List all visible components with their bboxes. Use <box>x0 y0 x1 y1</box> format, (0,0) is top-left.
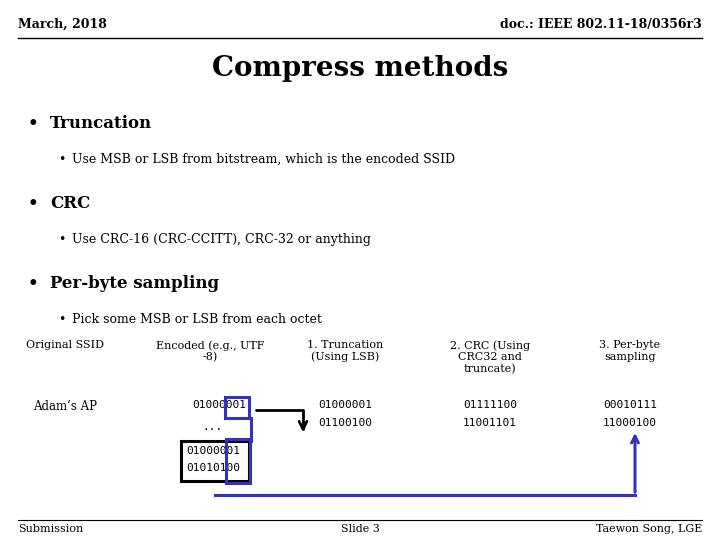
Text: •: • <box>28 275 39 292</box>
Text: CRC: CRC <box>50 195 90 212</box>
Text: 1. Truncation
(Using LSB): 1. Truncation (Using LSB) <box>307 340 383 362</box>
Text: ...: ... <box>202 422 222 432</box>
Text: 01000001: 01000001 <box>192 400 246 410</box>
Text: •: • <box>58 153 66 166</box>
Text: 01000001: 01000001 <box>186 446 240 456</box>
Text: Adam’s AP: Adam’s AP <box>33 400 97 413</box>
Text: Original SSID: Original SSID <box>26 340 104 350</box>
Text: 2. CRC (Using
CRC32 and
truncate): 2. CRC (Using CRC32 and truncate) <box>450 340 530 374</box>
Text: Truncation: Truncation <box>50 115 152 132</box>
Text: doc.: IEEE 802.11-18/0356r3: doc.: IEEE 802.11-18/0356r3 <box>500 18 702 31</box>
Text: Per-byte sampling: Per-byte sampling <box>50 275 219 292</box>
Text: 3. Per-byte
sampling: 3. Per-byte sampling <box>600 340 660 362</box>
Text: Submission: Submission <box>18 524 84 534</box>
Text: Slide 3: Slide 3 <box>341 524 379 534</box>
Text: 01111100: 01111100 <box>463 400 517 410</box>
Text: •: • <box>28 115 39 132</box>
Text: •: • <box>28 195 39 212</box>
Text: •: • <box>58 233 66 246</box>
Text: 11001101: 11001101 <box>463 418 517 428</box>
Text: 01100100: 01100100 <box>318 418 372 428</box>
Text: •: • <box>58 313 66 326</box>
Text: 01010100: 01010100 <box>186 463 240 473</box>
Text: March, 2018: March, 2018 <box>18 18 107 31</box>
Text: 11000100: 11000100 <box>603 418 657 428</box>
Text: 01000001: 01000001 <box>318 400 372 410</box>
Text: Encoded (e.g., UTF
-8): Encoded (e.g., UTF -8) <box>156 340 264 362</box>
Text: Taewon Song, LGE: Taewon Song, LGE <box>595 524 702 534</box>
Text: 00010111: 00010111 <box>603 400 657 410</box>
Text: Use MSB or LSB from bitstream, which is the encoded SSID: Use MSB or LSB from bitstream, which is … <box>72 153 455 166</box>
Text: Compress methods: Compress methods <box>212 55 508 82</box>
Text: Pick some MSB or LSB from each octet: Pick some MSB or LSB from each octet <box>72 313 322 326</box>
Text: Use CRC-16 (CRC-CCITT), CRC-32 or anything: Use CRC-16 (CRC-CCITT), CRC-32 or anythi… <box>72 233 371 246</box>
FancyBboxPatch shape <box>181 441 249 481</box>
